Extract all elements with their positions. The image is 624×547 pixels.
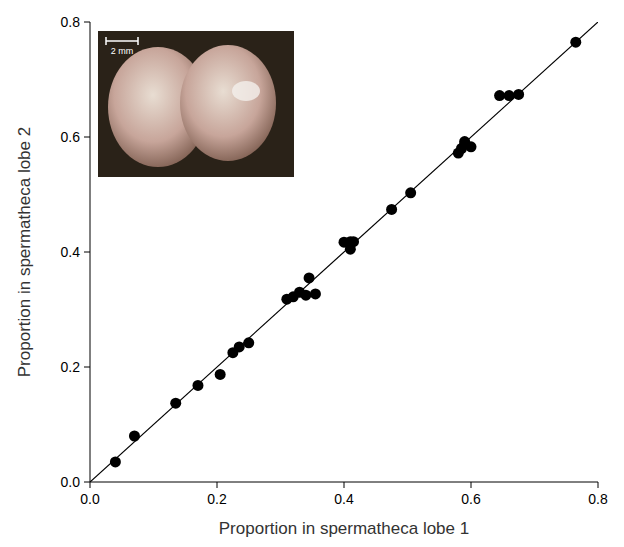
inset-lobe [180,45,276,161]
scale-bar [106,40,138,42]
point [513,89,524,100]
inset-highlight [232,81,260,101]
y-tick-label: 0.8 [61,14,81,30]
y-tick [84,482,90,483]
point [192,380,203,391]
y-tick [84,367,90,368]
y-tick [84,252,90,253]
point [348,236,359,247]
y-axis-title: Proportion in spermatheca lobe 2 [15,127,34,377]
scale-bar [105,37,107,45]
point [300,290,311,301]
scale-label: 2 mm [111,46,134,56]
x-tick-label: 0.2 [207,491,227,507]
y-tick-label: 0.4 [61,244,81,260]
point [170,398,181,409]
y-tick-label: 0.0 [61,474,81,490]
point [504,90,515,101]
point [129,431,140,442]
x-tick [471,482,472,488]
chart: 0.0 0.2 0.4 0.6 0.8 0.0 0.2 0.4 0.6 0.8 Proportion… [0,0,624,547]
point [494,90,505,101]
x-axis-title: Proportion in spermatheca lobe 1 [219,519,469,538]
plot-area [90,22,598,482]
point [570,37,581,48]
x-tick-label: 0.0 [80,491,100,507]
x-tick [344,482,345,488]
scale-bar [137,37,139,45]
point [110,456,121,467]
point [215,369,226,380]
y-tick [84,137,90,138]
point [466,141,477,152]
x-tick-label: 0.4 [334,491,354,507]
point [386,204,397,215]
x-tick-label: 0.6 [461,491,481,507]
x-tick [598,482,599,488]
point [234,341,245,352]
x-tick-label: 0.8 [588,491,608,507]
y-tick [84,22,90,23]
identity-line [90,22,598,482]
inset-photo [98,31,294,177]
y-tick-label: 0.6 [61,129,81,145]
point [310,288,321,299]
point [405,187,416,198]
x-tick [90,482,91,488]
point [243,337,254,348]
point [304,272,315,283]
x-tick [217,482,218,488]
y-tick-label: 0.2 [61,359,81,375]
